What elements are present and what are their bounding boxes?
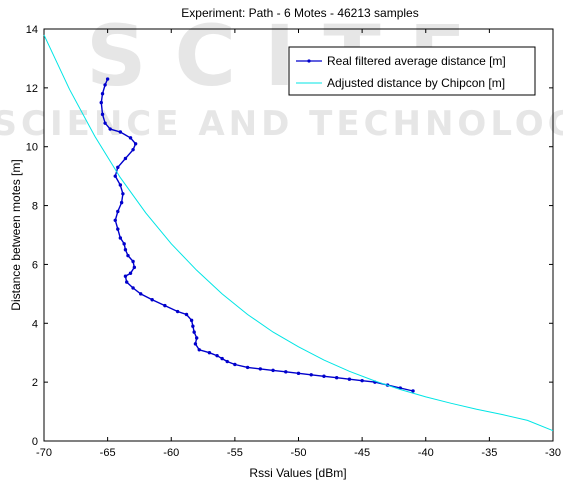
- data-point-real: [119, 200, 124, 205]
- data-point-real: [122, 242, 126, 246]
- data-point-real: [123, 156, 128, 161]
- data-point-real: [118, 130, 123, 134]
- data-point-real: [220, 356, 224, 361]
- data-point-real: [215, 353, 219, 358]
- data-point-real: [123, 248, 128, 252]
- data-point-real: [191, 324, 195, 328]
- legend-box: [288, 46, 536, 96]
- data-point-real: [125, 280, 129, 284]
- watermark-subtitle-text: SCIENCE AND TECHNOLOGY: [0, 104, 563, 144]
- data-point-real: [296, 371, 301, 376]
- data-point-real: [100, 112, 105, 117]
- data-point-real: [108, 127, 112, 131]
- data-point-real: [131, 147, 135, 152]
- data-point-real: [360, 378, 364, 383]
- y-tick-label: 10: [26, 142, 38, 154]
- legend-label-real: Real filtered average distance [m]: [327, 54, 506, 68]
- data-point-real: [128, 136, 133, 140]
- data-point-real: [118, 236, 123, 240]
- data-point-real: [197, 348, 201, 352]
- data-point-real: [139, 292, 143, 296]
- data-point-real: [184, 312, 189, 317]
- y-tick-labels: 0 2 4 6 8 10 12 14: [26, 24, 38, 448]
- x-tick-label: -55: [227, 447, 243, 459]
- data-point-real: [132, 265, 137, 270]
- data-point-real: [207, 351, 212, 355]
- y-tick-label: 2: [32, 377, 38, 389]
- data-point-real: [334, 376, 339, 380]
- y-tick-label: 6: [32, 259, 38, 271]
- data-point-real: [131, 259, 135, 264]
- x-tick-label: -60: [163, 447, 179, 459]
- y-tick-label: 0: [32, 436, 38, 448]
- series-layer: [43, 34, 554, 432]
- data-point-real: [347, 377, 352, 381]
- data-point-real: [225, 359, 229, 364]
- data-point-real: [322, 374, 326, 378]
- data-point-real: [116, 165, 120, 170]
- data-point-real: [105, 77, 110, 81]
- legend-marker-real: [307, 59, 311, 63]
- x-tick-label: -40: [418, 447, 434, 459]
- data-point-real: [121, 192, 125, 196]
- data-point-real: [245, 365, 250, 370]
- data-point-real: [126, 253, 130, 258]
- data-point-real: [150, 298, 154, 302]
- data-point-real: [128, 271, 133, 275]
- data-point-real: [411, 389, 415, 393]
- x-tick-label: -50: [291, 447, 307, 459]
- data-point-real: [175, 309, 180, 314]
- x-tick-labels: -70 -65 -60 -55 -50 -45 -40 -35 -30: [36, 447, 561, 459]
- data-point-real: [163, 303, 167, 308]
- legend-label-adjusted: Adjusted distance by Chipcon [m]: [327, 76, 505, 90]
- x-tick-label: -70: [36, 447, 52, 459]
- data-point-real: [118, 183, 123, 187]
- y-tick-label: 8: [32, 201, 38, 213]
- x-tick-label: -45: [354, 447, 370, 459]
- y-tick-label: 12: [26, 83, 38, 95]
- series-line-adjusted: [43, 34, 554, 432]
- data-point-real: [116, 227, 120, 231]
- chart-title: Experiment: Path - 6 Motes - 46213 sampl…: [181, 6, 418, 20]
- y-tick-label: 14: [26, 24, 38, 36]
- data-point-real: [103, 83, 107, 87]
- data-point-real: [195, 336, 199, 340]
- data-point-real: [103, 121, 107, 125]
- data-point-real: [113, 174, 117, 178]
- data-point-real: [113, 218, 117, 222]
- data-point-real: [193, 342, 198, 346]
- axis-ticks: [43, 28, 554, 442]
- data-point-real: [271, 368, 275, 373]
- data-point-real: [189, 318, 194, 323]
- data-point-real: [131, 286, 135, 290]
- y-axis-title: Distance between motes [m]: [9, 159, 23, 310]
- data-point-real: [192, 330, 196, 334]
- data-point-real: [309, 373, 313, 377]
- x-tick-label: -35: [481, 447, 497, 459]
- x-axis-title: Rssi Values [dBm]: [249, 466, 346, 480]
- data-point-real: [116, 209, 120, 214]
- data-point-real: [284, 370, 288, 374]
- data-point-real: [100, 92, 105, 96]
- data-point-real: [133, 142, 138, 146]
- data-point-real: [233, 362, 237, 367]
- x-tick-label: -30: [545, 447, 561, 459]
- data-point-real: [258, 367, 263, 371]
- data-point-real: [123, 274, 128, 278]
- legend: Real filtered average distance [m] Adjus…: [288, 46, 536, 96]
- x-tick-label: -65: [100, 447, 116, 459]
- y-tick-label: 4: [32, 318, 38, 330]
- data-point-real: [99, 100, 103, 105]
